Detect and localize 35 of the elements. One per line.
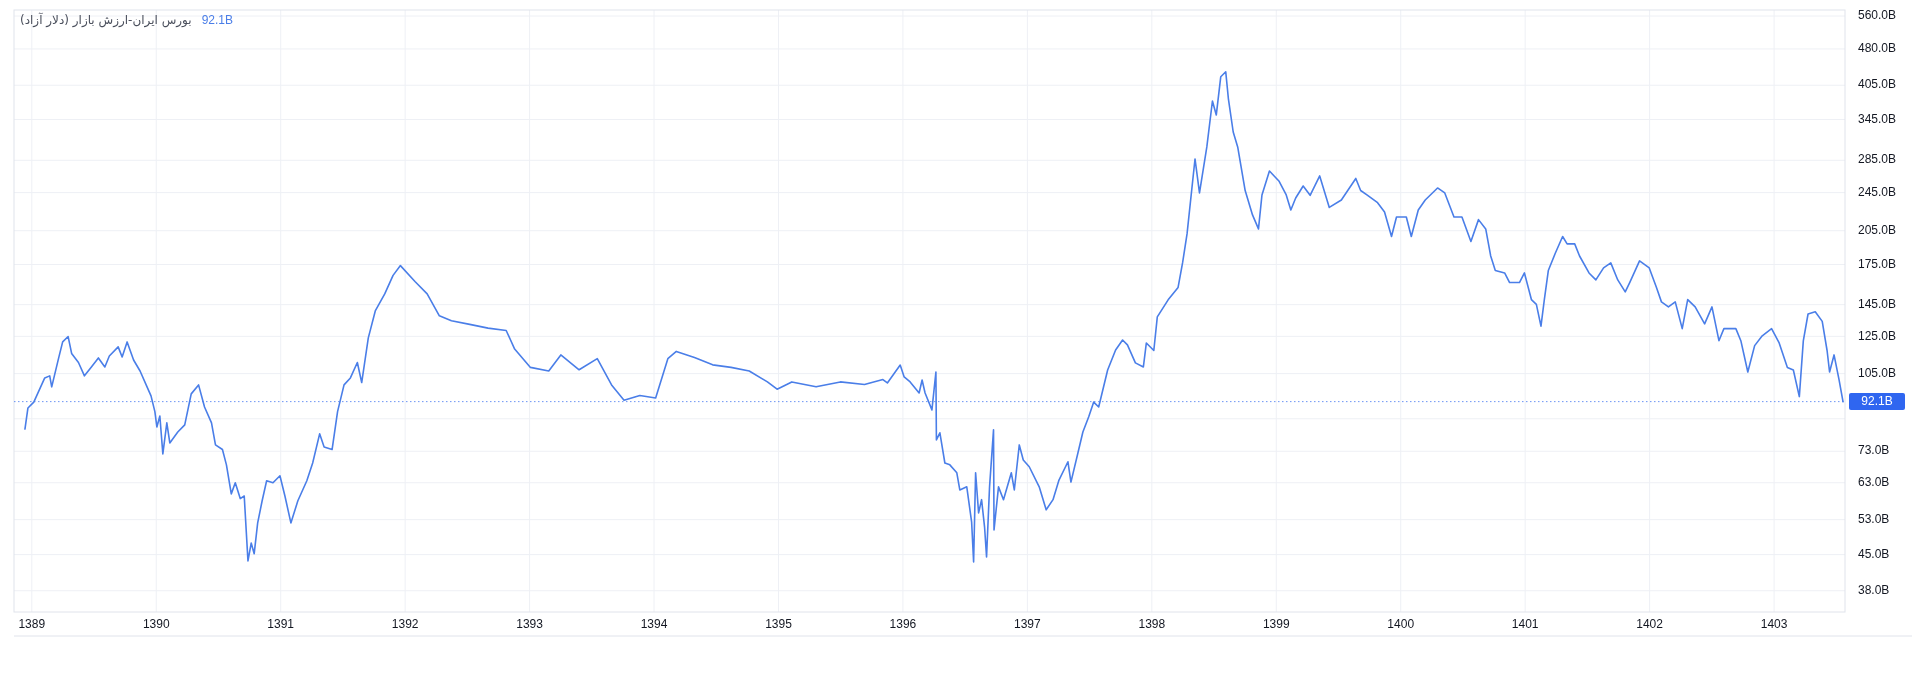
x-tick-label: 1394	[640, 617, 668, 631]
x-tick-label: 1401	[1511, 617, 1539, 631]
x-tick-label: 1399	[1262, 617, 1290, 631]
x-tick-label: 1390	[142, 617, 170, 631]
x-tick-label: 1392	[391, 617, 419, 631]
y-tick-label: 53.0B	[1858, 511, 1890, 526]
x-tick-label: 1402	[1636, 617, 1664, 631]
annotation: 92.1B	[201, 13, 234, 27]
y-tick-label: 285.0B	[1858, 152, 1897, 167]
y-tick-label: 38.0B	[1858, 582, 1890, 597]
ref-line-label: 92.1B	[1861, 393, 1893, 408]
y-tick-label: 560.0B	[1858, 8, 1897, 23]
x-tick-label: 1400	[1387, 617, 1415, 631]
y-tick-label: 175.0B	[1858, 256, 1897, 271]
line-series	[24, 71, 1844, 563]
x-tick-label: 1393	[516, 617, 544, 631]
y-tick-label: 73.0B	[1858, 443, 1890, 458]
y-tick-label: 205.0B	[1858, 222, 1897, 237]
y-tick-label: 45.0B	[1858, 546, 1890, 561]
y-tick-label: 125.0B	[1858, 328, 1897, 343]
x-tick-label: 1396	[889, 617, 917, 631]
y-tick-label: 405.0B	[1858, 77, 1897, 92]
x-tick-label: 1403	[1760, 617, 1788, 631]
x-tick-label: 1395	[765, 617, 793, 631]
y-tick-label: 345.0B	[1858, 111, 1897, 126]
x-tick-label: 1397	[1014, 617, 1042, 631]
x-tick-label: 1389	[18, 617, 46, 631]
chart-title: بورس ایران-ارزش بازار (دلار آزاد)	[20, 12, 192, 28]
y-tick-label: 105.0B	[1858, 365, 1897, 380]
y-tick-label: 245.0B	[1858, 184, 1897, 199]
y-tick-label: 480.0B	[1858, 41, 1897, 56]
x-tick-label: 1398	[1138, 617, 1166, 631]
x-tick-label: 1391	[267, 617, 295, 631]
y-tick-label: 145.0B	[1858, 296, 1897, 311]
y-tick-label: 63.0B	[1858, 474, 1890, 489]
